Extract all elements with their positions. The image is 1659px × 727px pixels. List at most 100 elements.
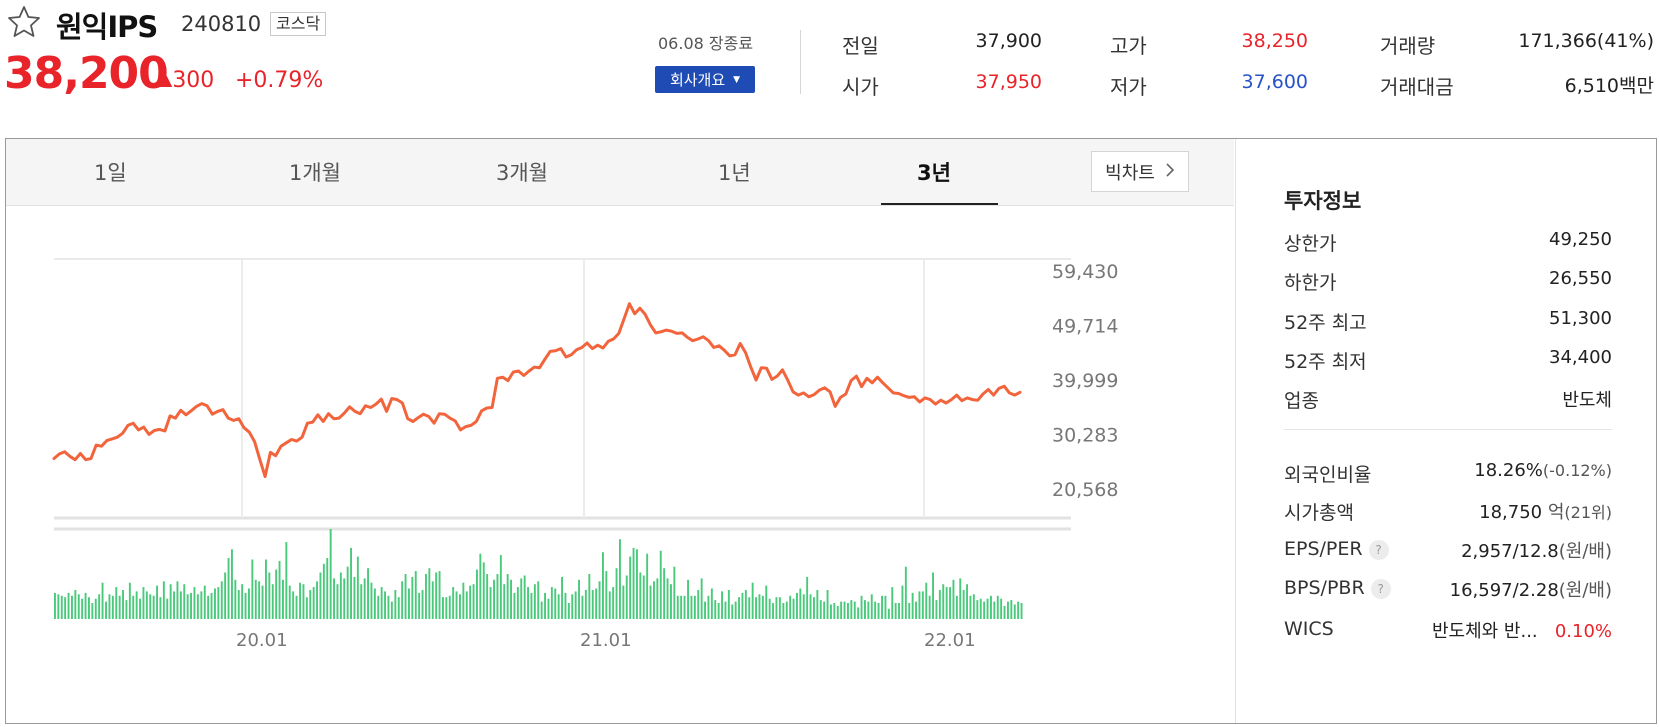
volume-bar — [945, 587, 948, 619]
volume-bar — [128, 582, 131, 619]
volume-bar — [122, 590, 124, 619]
volume-bar — [482, 562, 485, 619]
volume-bar — [894, 603, 897, 619]
volume-bar — [775, 597, 778, 619]
volume-bar — [755, 597, 757, 619]
volume-bar — [404, 574, 407, 619]
chart-period-tabs: 1일 1개월 3개월 1년 3년 빅차트 — [6, 139, 1234, 206]
bps-pbr-numbers: 16,597/2.28 — [1449, 580, 1559, 601]
volume-bar — [530, 592, 533, 619]
volume-bar — [265, 559, 267, 619]
volume-bar — [605, 571, 608, 619]
volume-bar — [394, 590, 397, 619]
volume-bar — [81, 598, 84, 619]
volume-bar — [864, 600, 866, 619]
volume-bar — [77, 594, 80, 619]
volume-bar — [370, 582, 373, 619]
volume-bar — [656, 578, 659, 619]
tab-1-day[interactable]: 1일 — [94, 161, 127, 185]
volume-bar — [455, 591, 458, 619]
tab-1-month[interactable]: 1개월 — [289, 161, 342, 185]
volume-bar — [972, 594, 975, 619]
volume-bar — [796, 592, 798, 619]
volume-bar — [826, 590, 829, 619]
company-overview-button[interactable]: 회사개요 ▼ — [655, 66, 755, 93]
volume-bar — [649, 585, 652, 619]
volume-bar — [125, 600, 128, 619]
volume-bar — [67, 592, 70, 619]
volume-bar — [908, 603, 911, 619]
volume-bar — [857, 607, 860, 619]
eps-per-label: EPS/PER? — [1284, 538, 1389, 560]
volume-bar — [476, 569, 478, 619]
volume-bar — [646, 553, 649, 619]
volume-bar — [431, 581, 434, 619]
tab-3-years[interactable]: 3년 — [917, 161, 951, 185]
trade-value-amount: 6,510 — [1564, 75, 1620, 97]
volume-bar — [877, 603, 880, 619]
volume-bar — [584, 590, 587, 619]
volume-bar — [778, 597, 781, 619]
tab-1-year[interactable]: 1년 — [718, 161, 751, 185]
volume-bar — [472, 584, 475, 619]
volume-bar — [448, 595, 451, 619]
volume-bar — [479, 553, 482, 619]
volume-bar — [761, 595, 764, 619]
question-icon[interactable]: ? — [1368, 539, 1389, 560]
volume-bar — [356, 556, 359, 619]
volume-bar — [493, 579, 495, 619]
tab-3-months[interactable]: 3개월 — [496, 161, 549, 185]
volume-bar — [271, 584, 274, 619]
wics-sector[interactable]: 반도체와 반... — [1431, 621, 1538, 642]
trade-value-unit: 백만 — [1619, 75, 1654, 97]
favorite-star-icon[interactable] — [6, 4, 42, 40]
volume-bar — [663, 568, 666, 619]
volume-bar — [435, 572, 438, 619]
volume-bar — [428, 568, 431, 619]
big-chart-label: 빅차트 — [1105, 162, 1155, 184]
question-icon[interactable]: ? — [1370, 578, 1391, 599]
volume-bar — [901, 585, 904, 619]
volume-bar — [533, 584, 536, 619]
volume-bar — [840, 601, 843, 619]
x-axis-tick-label: 20.01 — [236, 630, 288, 651]
volume-bar — [653, 581, 655, 619]
market-cap-amount: 18,750 — [1479, 502, 1543, 523]
volume-bar — [792, 598, 795, 619]
volume-bar — [166, 598, 169, 619]
volume-bar — [544, 592, 546, 619]
volume-bar — [224, 572, 227, 619]
volume-bar — [884, 595, 887, 619]
volume-bar — [540, 601, 543, 619]
volume-bar — [510, 579, 512, 619]
volume-bar — [94, 598, 97, 619]
volume-bar — [452, 587, 455, 619]
volume-bar — [190, 592, 192, 619]
volume-bar — [465, 591, 468, 619]
header-divider — [800, 30, 801, 94]
price-change-value: 300 — [172, 68, 215, 93]
big-chart-button[interactable]: 빅차트 — [1091, 151, 1189, 192]
volume-bar — [275, 569, 278, 619]
volume-bar — [54, 592, 56, 619]
volume-label: 거래량 — [1380, 34, 1436, 58]
volume-bar — [210, 592, 213, 619]
volume-bar — [619, 539, 621, 619]
price-chart: 59,430 49,714 39,999 30,283 20,568 20.01 21.0… — [52, 258, 1118, 651]
volume-bar — [118, 595, 121, 619]
volume-bar — [142, 587, 145, 619]
volume-bar — [632, 547, 635, 619]
volume-bar — [101, 582, 104, 619]
volume-bar — [74, 590, 77, 619]
volume-bar — [241, 584, 244, 619]
volume-bar — [469, 585, 472, 619]
volume-bar — [680, 595, 683, 619]
volume-bar — [506, 574, 509, 619]
volume-bar — [152, 595, 155, 619]
volume-bar — [904, 566, 907, 619]
chart-panel: 1일 1개월 3개월 1년 3년 빅차트 59,430 49,714 39,999 3… — [5, 138, 1657, 724]
volume-bar — [874, 601, 877, 619]
volume-bar — [591, 590, 594, 619]
industry-value[interactable]: 반도체 — [1562, 390, 1612, 411]
volume-bar — [523, 575, 526, 619]
